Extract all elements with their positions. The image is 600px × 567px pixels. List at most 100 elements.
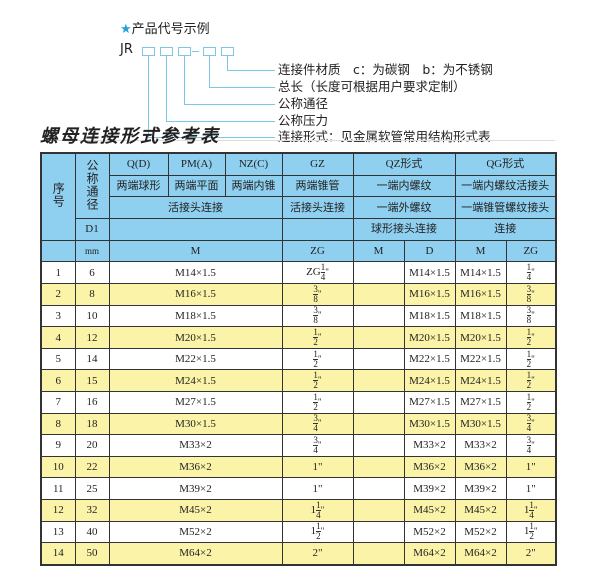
- cell-m: M45×2: [108, 498, 283, 522]
- table-row: 1 6 M14×1.5 ZG 1 4 " M14×1.5 M14×1.5 1 4 ": [40, 261, 557, 285]
- cell-qz-d: M18×1.5: [403, 304, 456, 328]
- header-cell: M: [352, 239, 405, 263]
- cell-seq: 10: [40, 455, 76, 479]
- header-cell: ZG: [505, 239, 557, 263]
- cell-m: M39×2: [108, 477, 283, 500]
- cell-m: M33×2: [108, 434, 283, 457]
- cell-zg: 1 2 ": [281, 369, 354, 392]
- cell-qz-d: M22×1.5: [403, 347, 456, 371]
- cell-qg-zg: 1": [505, 477, 557, 500]
- cell-seq: 6: [40, 369, 76, 392]
- header-cell: M: [108, 239, 283, 263]
- cell-qg-m: M14×1.5: [454, 261, 507, 285]
- cell-qz-m: [352, 412, 405, 436]
- cell-m: M64×2: [108, 542, 283, 566]
- cell-qg-m: M45×2: [454, 498, 507, 522]
- cell-seq: 4: [40, 326, 76, 349]
- cell-qz-m: [352, 455, 405, 479]
- cell-qz-d: M36×2: [403, 455, 456, 479]
- cell-qz-d: M39×2: [403, 477, 456, 500]
- code-prefix: JR: [120, 42, 133, 57]
- header-cell: [281, 218, 354, 241]
- cell-qg-m: M30×1.5: [454, 412, 507, 436]
- cell-seq: 3: [40, 304, 76, 328]
- header-cell: 一端内螺纹活接头: [454, 174, 557, 198]
- table-row: 14 50 M64×2 2" M64×2 M64×2 2": [40, 542, 557, 566]
- cell-m: M14×1.5: [108, 261, 283, 285]
- header-nz: NZ(C): [224, 152, 283, 176]
- cell-m: M27×1.5: [108, 391, 283, 414]
- cell-qg-zg: 1 4 ": [505, 261, 557, 285]
- cell-qg-zg: 1 2 ": [505, 326, 557, 349]
- cell-qz-m: [352, 542, 405, 566]
- cell-qz-m: [352, 434, 405, 457]
- cell-dn: 20: [74, 434, 110, 457]
- cell-dn: 40: [74, 520, 110, 544]
- code-box: [221, 47, 234, 56]
- legend-item: 公称压力: [278, 113, 329, 128]
- cell-qg-zg: 1 2 ": [505, 391, 557, 414]
- header-cell: mm: [74, 239, 110, 263]
- cell-zg: 1 1 4 ": [281, 498, 354, 522]
- cell-qz-m: [352, 326, 405, 349]
- cell-qg-zg: 3 4 ": [505, 434, 557, 457]
- cell-m: M20×1.5: [108, 326, 283, 349]
- cell-qg-m: M39×2: [454, 477, 507, 500]
- cell-qz-d: M20×1.5: [403, 326, 456, 349]
- cell-qz-d: M64×2: [403, 542, 456, 566]
- cell-dn: 16: [74, 391, 110, 414]
- cell-qg-zg: 1": [505, 455, 557, 479]
- cell-dn: 8: [74, 283, 110, 306]
- cell-dn: 22: [74, 455, 110, 479]
- cell-dn: 50: [74, 542, 110, 566]
- legend-item: 总长（长度可根据用户要求定制）: [278, 79, 466, 94]
- header-pm: PM(A): [167, 152, 226, 176]
- cell-zg: 1 2 ": [281, 326, 354, 349]
- cell-qg-zg: 3 4 ": [505, 412, 557, 436]
- header-cell: ZG: [281, 239, 354, 263]
- cell-m: M30×1.5: [108, 412, 283, 436]
- header-qz: QZ形式: [352, 152, 456, 176]
- table-row: 9 20 M33×2 3 4 " M33×2 M33×2 3 4 ": [40, 434, 557, 457]
- cell-dn: 18: [74, 412, 110, 436]
- cell-seq: 7: [40, 391, 76, 414]
- cell-qg-m: M24×1.5: [454, 369, 507, 392]
- header-cell: 两端内锥: [224, 174, 283, 198]
- cell-qg-zg: 1 2 ": [505, 347, 557, 371]
- cell-qz-m: [352, 391, 405, 414]
- header-cell: D1: [74, 218, 110, 241]
- table-row: 13 40 M52×2 1 1 2 " M52×2 M52×2 1 1 2 ": [40, 520, 557, 544]
- cell-qz-m: [352, 347, 405, 371]
- header-cell: 两端锥管: [281, 174, 354, 198]
- table-row: 3 10 M18×1.5 3 8 " M18×1.5 M18×1.5 3 8 ": [40, 304, 557, 328]
- cell-qg-zg: 3 8 ": [505, 283, 557, 306]
- cell-qz-d: M27×1.5: [403, 391, 456, 414]
- cell-qg-m: M64×2: [454, 542, 507, 566]
- legend-item: 连接件材质 c：为碳钢 b：为不锈钢: [278, 62, 493, 77]
- cell-seq: 9: [40, 434, 76, 457]
- cell-qg-zg: 3 8 ": [505, 304, 557, 328]
- cell-zg: 1": [281, 477, 354, 500]
- header-cell: D: [403, 239, 456, 263]
- cell-m: M52×2: [108, 520, 283, 544]
- cell-zg: 2": [281, 542, 354, 566]
- header-cell: [40, 239, 76, 263]
- cell-m: M16×1.5: [108, 283, 283, 306]
- header-cell: 连接: [454, 218, 557, 241]
- cell-zg: 1 2 ": [281, 347, 354, 371]
- cell-qg-m: M33×2: [454, 434, 507, 457]
- cell-zg: 3 8 ": [281, 304, 354, 328]
- legend-title-text: 产品代号示例: [131, 22, 210, 37]
- cell-qz-d: M30×1.5: [403, 412, 456, 436]
- cell-qz-m: [352, 304, 405, 328]
- header-cell: 一端锥管螺纹接头: [454, 196, 557, 220]
- cell-m: M18×1.5: [108, 304, 283, 328]
- cell-m: M36×2: [108, 455, 283, 479]
- header-q: Q(D): [108, 152, 169, 176]
- table-row: 5 14 M22×1.5 1 2 " M22×1.5 M22×1.5 1 2 ": [40, 347, 557, 371]
- cell-qg-m: M18×1.5: [454, 304, 507, 328]
- dash: [192, 51, 199, 52]
- cell-dn: 25: [74, 477, 110, 500]
- cell-qz-m: [352, 477, 405, 500]
- cell-zg: 1 1 2 ": [281, 520, 354, 544]
